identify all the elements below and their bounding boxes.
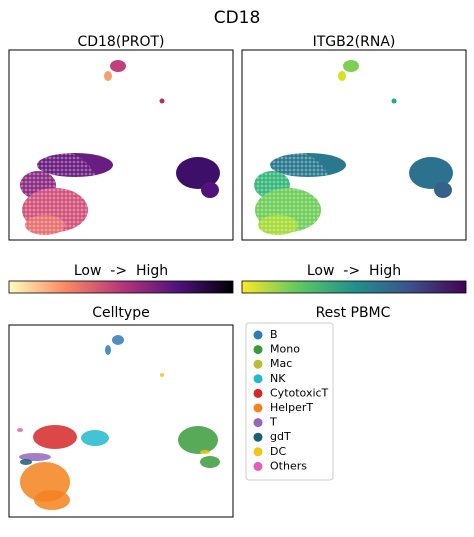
scatter-cloud (10, 60, 220, 240)
colorbar-label: Low -> High (307, 263, 401, 279)
scatter-cloud (243, 60, 453, 240)
legend-frame (245, 322, 334, 481)
legend-marker (253, 461, 263, 471)
panel-title: Celltype (92, 305, 149, 321)
legend-label: NK (270, 372, 286, 385)
cluster (200, 456, 220, 468)
cluster (112, 335, 124, 345)
legend-marker (253, 374, 263, 384)
panel-title: ITGB2(RNA) (313, 34, 396, 50)
cluster (19, 453, 51, 461)
panel-frame (8, 324, 234, 518)
legend-marker (253, 388, 263, 398)
legend-marker (253, 432, 263, 442)
cluster (178, 426, 218, 454)
legend-label: T (269, 416, 277, 429)
cluster (33, 425, 77, 449)
legend-marker (253, 447, 263, 457)
cluster (105, 345, 111, 355)
legend-marker (253, 403, 263, 413)
colorbar-label: Low -> High (74, 263, 168, 279)
cluster (17, 428, 23, 432)
legend-marker (253, 330, 263, 340)
legend-marker (253, 418, 263, 428)
legend-label: DC (270, 445, 286, 458)
figure-title: CD18 (214, 8, 261, 28)
cluster (160, 373, 164, 377)
legend-marker (253, 345, 263, 355)
legend-label: gdT (270, 430, 291, 443)
colorbar (241, 280, 467, 294)
legend-label: Mono (270, 343, 300, 356)
colorbar (8, 280, 234, 294)
legend-label: HelperT (270, 401, 313, 414)
legend-label: Mac (270, 357, 292, 370)
scatter-cloud (17, 335, 220, 510)
cluster (81, 430, 109, 446)
legend-title: Rest PBMC (316, 305, 391, 321)
legend-label: B (270, 328, 278, 341)
panel-title: CD18(PROT) (77, 34, 164, 50)
legend-label: Others (270, 459, 307, 472)
panel-frame (241, 49, 467, 241)
cluster (34, 490, 70, 510)
cluster (20, 459, 32, 465)
legend-marker (253, 359, 263, 369)
cluster (200, 450, 210, 454)
legend-label: CytotoxicT (270, 386, 329, 399)
panel-frame (8, 49, 234, 241)
